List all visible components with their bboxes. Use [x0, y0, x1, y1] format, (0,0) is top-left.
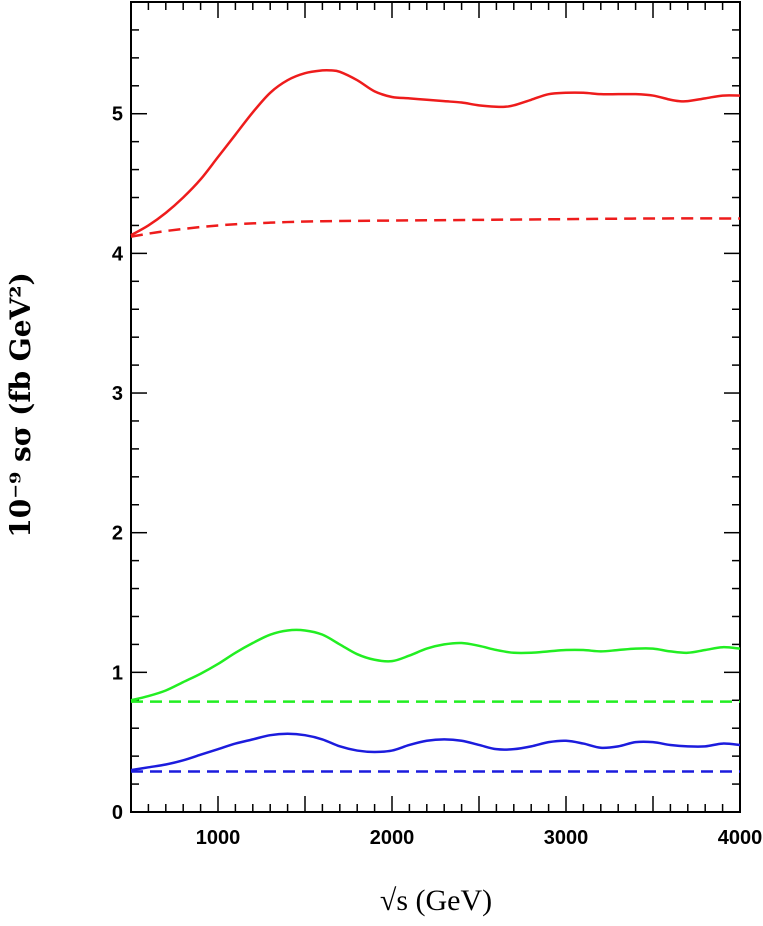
y-tick-label: 4 — [112, 243, 124, 265]
series-layer — [130, 68, 741, 773]
x-tick-label: 3000 — [544, 827, 589, 849]
x-tick-label: 1000 — [196, 827, 241, 849]
y-tick-label: 0 — [112, 802, 123, 824]
series-line-2-solid — [130, 628, 741, 702]
y-axis-title: 10⁻⁹ sσ (fb GeV²) — [4, 272, 37, 538]
series-line-1-dashed — [130, 217, 741, 238]
y-tick-label: 5 — [112, 104, 123, 126]
series-line-4-solid — [130, 732, 741, 772]
series-line-0-solid — [130, 68, 741, 237]
y-tick-label: 3 — [112, 383, 123, 405]
y-tick-label: 1 — [112, 662, 123, 684]
y-tick-label: 2 — [112, 523, 123, 545]
x-tick-label: 4000 — [718, 827, 763, 849]
plot-frame — [130, 1, 741, 813]
x-tick-label: 2000 — [370, 827, 415, 849]
x-axis-title: √s (GeV) — [380, 884, 492, 917]
axis-tick-labels: 1000 2000 3000 4000 0 1 2 3 4 5 — [112, 104, 762, 849]
axis-ticks — [130, 1, 741, 813]
